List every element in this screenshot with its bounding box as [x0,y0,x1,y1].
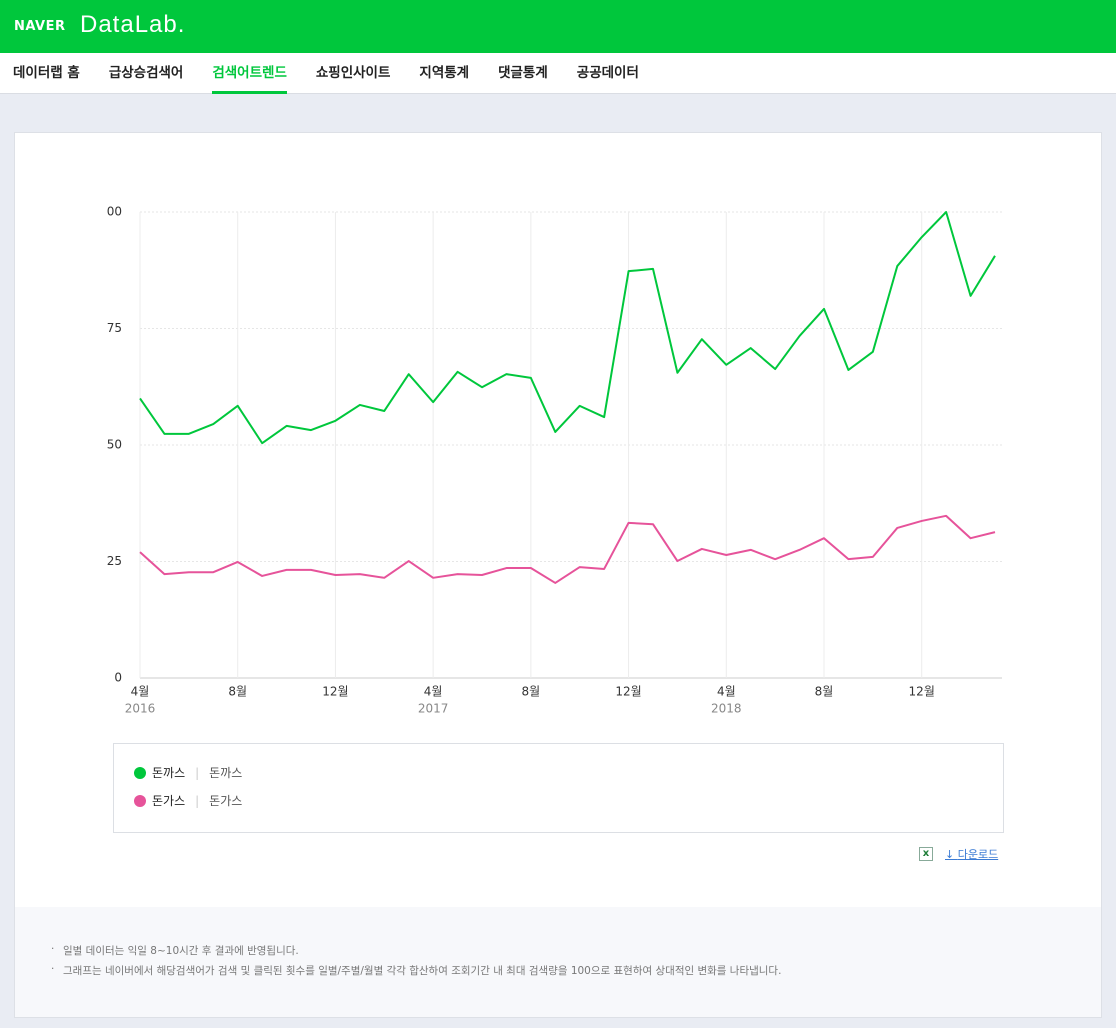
x-tick-label: 8월 [522,685,541,699]
x-year-label: 2018 [711,702,742,716]
y-tick-label: 75 [107,321,122,335]
nav-item[interactable]: 쇼핑인사이트 [315,65,391,81]
legend-name: 돈까스 [152,766,186,780]
x-tick-label: 12월 [909,685,935,699]
nav-item[interactable]: 검색어트렌드 [212,53,287,94]
note: 그래프는 네이버에서 해당검색어가 검색 및 클릭된 횟수를 일별/주별/월별 … [51,963,781,978]
notes: 일별 데이터는 익일 8~10시간 후 결과에 반영됩니다. 그래프는 네이버에서… [15,907,1101,1017]
y-tick-label: 0 [114,671,122,685]
nav-item[interactable]: 지역통계 [419,65,470,81]
excel-icon[interactable]: x [919,847,933,861]
download-text: 다운로드 [957,848,999,861]
x-tick-label: 8월 [228,685,247,699]
x-tick-label: 4월 [131,685,150,699]
download-link[interactable]: ↓ 다운로드 [945,846,998,862]
nav-item[interactable]: 데이터랩 홈 [13,65,80,81]
product-logo[interactable]: DataLab. [80,11,186,38]
note: 일별 데이터는 익일 8~10시간 후 결과에 반영됩니다. [51,943,299,958]
y-tick-label: 50 [107,438,122,452]
x-tick-label: 12월 [322,685,348,699]
nav-item[interactable]: 공공데이터 [576,65,639,81]
nav-item[interactable]: 댓글통계 [498,65,548,81]
x-year-label: 2016 [125,702,156,716]
x-tick-label: 4월 [717,685,736,699]
brand[interactable]: NAVER [14,19,66,34]
chart-card: 0 25 50 75 00 4월 8월 12월 4월 8월 12월 4월 8월 12월 2016 2017 20… [14,132,1102,1018]
legend-sep: | [195,765,200,780]
legend-dot [134,766,146,779]
chart: 0 25 50 75 00 4월 8월 12월 4월 8월 12월 4월 8월 12월 2016 2017 20… [107,205,1002,716]
y-tick-label: 00 [107,205,122,219]
legend-sep: | [195,793,200,808]
x-tick-label: 4월 [424,685,443,699]
series-line [139,211,996,445]
x-tick-label: 8월 [815,685,834,699]
series-line [139,514,996,584]
header: NAVER DataLab. [0,0,1116,53]
legend-dot [134,794,146,807]
x-tick-label: 12월 [615,685,641,699]
y-tick-label: 25 [107,554,122,568]
legend-item[interactable]: 돈까스 | 돈까스 [134,764,242,781]
legend-name: 돈가스 [152,794,186,808]
download-arrow: ↓ [945,848,958,861]
legend-keyword: 돈가스 [209,794,243,808]
legend-item[interactable]: 돈가스 | 돈가스 [134,792,242,809]
x-year-label: 2017 [418,702,449,716]
legend-keyword: 돈까스 [209,766,243,780]
nav-item[interactable]: 급상승검색어 [108,65,184,81]
nav-bar: 데이터랩 홈 급상승검색어 검색어트렌드 쇼핑인사이트 지역통계 댓글통계 공공데이터 [0,53,1116,94]
